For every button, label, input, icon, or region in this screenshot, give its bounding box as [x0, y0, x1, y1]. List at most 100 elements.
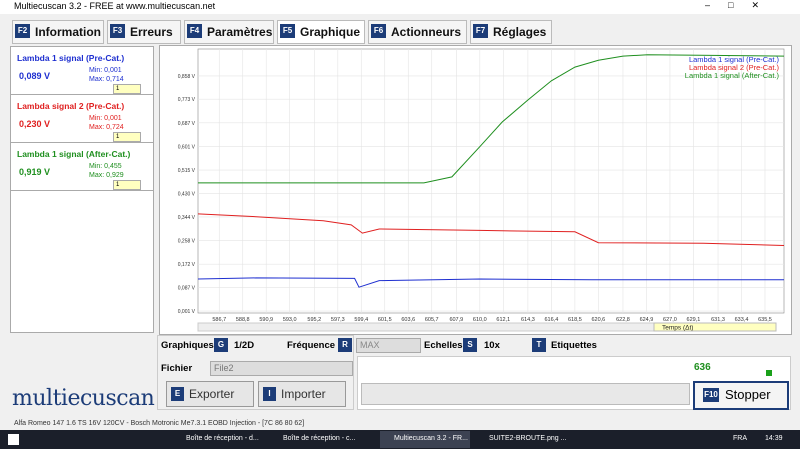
window-buttons[interactable]: –□✕ — [705, 0, 777, 10]
scale-key: S — [463, 338, 477, 352]
x-tick-label: 627,0 — [663, 317, 677, 323]
tab-label: Actionneurs — [391, 25, 462, 39]
x-tick-label: 597,3 — [331, 317, 345, 323]
signal-max: Max: 0,929 — [89, 172, 124, 179]
x-tick-label: 633,4 — [735, 317, 749, 323]
tab-label: Information — [35, 25, 101, 39]
y-tick-label: 0,258 V — [178, 239, 196, 245]
signal-name: Lambda 1 signal (Pre-Cat.) — [17, 53, 125, 63]
export-label: Exporter — [189, 387, 235, 401]
scale-select[interactable]: 1 — [113, 180, 141, 190]
x-tick-label: 595,2 — [307, 317, 321, 323]
controls-box — [157, 335, 354, 410]
taskbar-label: Boîte de réception - c... — [283, 435, 356, 442]
scale-value: 10x — [484, 340, 500, 351]
x-tick-label: 599,4 — [354, 317, 368, 323]
signal-max: Max: 0,724 — [89, 124, 124, 131]
clock: 14:39 — [765, 435, 783, 442]
x-tick-label: 603,6 — [401, 317, 415, 323]
labels-key: T — [532, 338, 546, 352]
x-tick-label: 601,5 — [378, 317, 392, 323]
separator — [11, 190, 153, 191]
tab[interactable]: F5 Graphique — [277, 20, 365, 44]
graph-key: G — [214, 338, 228, 352]
import-key: I — [263, 387, 276, 401]
labels-label: Etiquettes — [551, 340, 597, 351]
signal-max: Max: 0,714 — [89, 76, 124, 83]
export-button[interactable]: E Exporter — [166, 381, 254, 407]
x-tick-label: 629,1 — [687, 317, 701, 323]
x-tick-label: 618,5 — [568, 317, 582, 323]
x-tick-label: 614,3 — [521, 317, 535, 323]
tab[interactable]: F3 Erreurs — [107, 20, 181, 44]
tab-key: F7 — [473, 24, 488, 38]
x-tick-label: 588,8 — [236, 317, 250, 323]
taskbar-label: SUITE2-BROUTE.png ... — [489, 435, 567, 442]
status-led — [766, 370, 772, 376]
series-line — [198, 54, 785, 184]
y-tick-label: 0,172 V — [178, 262, 196, 268]
x-tick-label: 593,0 — [283, 317, 297, 323]
x-tick-label: 605,7 — [425, 317, 439, 323]
series-line — [197, 213, 785, 246]
x-tick-label: 612,1 — [496, 317, 510, 323]
series-line — [197, 277, 784, 288]
graph-label: Graphiques — [161, 340, 214, 351]
signal-value: 0,919 V — [19, 167, 51, 177]
status-bar: Alfa Romeo 147 1.6 TS 16V 120CV - Bosch … — [14, 420, 305, 427]
file-select[interactable]: File2 — [210, 361, 353, 376]
x-tick-label: 622,8 — [616, 317, 630, 323]
tab[interactable]: F2 Information — [12, 20, 104, 44]
taskbar: Boîte de réception - d... Boîte de récept… — [0, 430, 800, 449]
tab[interactable]: F7 Réglages — [470, 20, 552, 44]
y-tick-label: 0,001 V — [178, 309, 196, 315]
x-tick-label: 607,9 — [449, 317, 463, 323]
tab-key: F2 — [15, 24, 30, 38]
x-tick-label: 616,4 — [545, 317, 559, 323]
logo: multiecuscan — [12, 386, 155, 411]
title-bar: Multiecuscan 3.2 - FREE at www.multiecus… — [0, 0, 800, 14]
taskbar-item[interactable]: Boîte de réception - d... — [172, 431, 262, 448]
y-tick-label: 0,858 V — [178, 74, 196, 80]
signal-value: 0,230 V — [19, 119, 51, 129]
tab[interactable]: F6 Actionneurs — [368, 20, 467, 44]
freq-select[interactable]: MAX — [356, 338, 421, 353]
taskbar-item[interactable]: Boîte de réception - c... — [269, 431, 359, 448]
x-tick-label: 631,3 — [711, 317, 725, 323]
import-label: Importer — [281, 387, 326, 401]
taskbar-label: Boîte de réception - d... — [186, 435, 259, 442]
tab-key: F6 — [371, 24, 386, 38]
legend-entry: Lambda 1 signal (Pre-Cat.) — [689, 55, 780, 64]
taskbar-item[interactable]: Multiecuscan 3.2 - FR... — [380, 431, 470, 448]
signal-name: Lambda signal 2 (Pre-Cat.) — [17, 101, 125, 111]
counter-value: 636 — [694, 362, 711, 373]
tab-label: Paramètres — [207, 25, 273, 39]
x-axis-label: Temps (Δt) — [662, 325, 693, 332]
scale-select[interactable]: 1 — [113, 132, 141, 142]
window-title: Multiecuscan 3.2 - FREE at www.multiecus… — [14, 1, 216, 11]
legend-entry: Lambda signal 2 (Pre-Cat.) — [689, 63, 780, 72]
scale-label: Echelles — [424, 340, 463, 351]
separator — [11, 142, 153, 143]
stop-label: Stopper — [725, 387, 771, 402]
signal-name: Lambda 1 signal (After-Cat.) — [17, 149, 131, 159]
x-tick-label: 624,9 — [640, 317, 654, 323]
y-tick-label: 0,773 V — [178, 97, 196, 103]
stop-button[interactable]: F10 Stopper — [693, 381, 789, 410]
signal-min: Min: 0,001 — [89, 67, 122, 74]
tab[interactable]: F4 Paramètres — [184, 20, 274, 44]
tab-label: Graphique — [300, 25, 361, 39]
tab-label: Erreurs — [130, 25, 173, 39]
freq-label: Fréquence — [287, 340, 336, 351]
file-label: Fichier — [161, 363, 193, 374]
taskbar-item[interactable]: SUITE2-BROUTE.png ... — [475, 431, 575, 448]
x-tick-label: 620,6 — [591, 317, 605, 323]
x-tick-label: 635,5 — [758, 317, 772, 323]
scale-select[interactable]: 1 — [113, 84, 141, 94]
import-button[interactable]: I Importer — [258, 381, 346, 407]
signal-panel: Lambda 1 signal (Pre-Cat.) 0,089 V Min: 0,… — [10, 46, 154, 333]
start-button[interactable] — [8, 434, 19, 445]
tab-key: F3 — [110, 24, 125, 38]
signal-value: 0,089 V — [19, 71, 51, 81]
